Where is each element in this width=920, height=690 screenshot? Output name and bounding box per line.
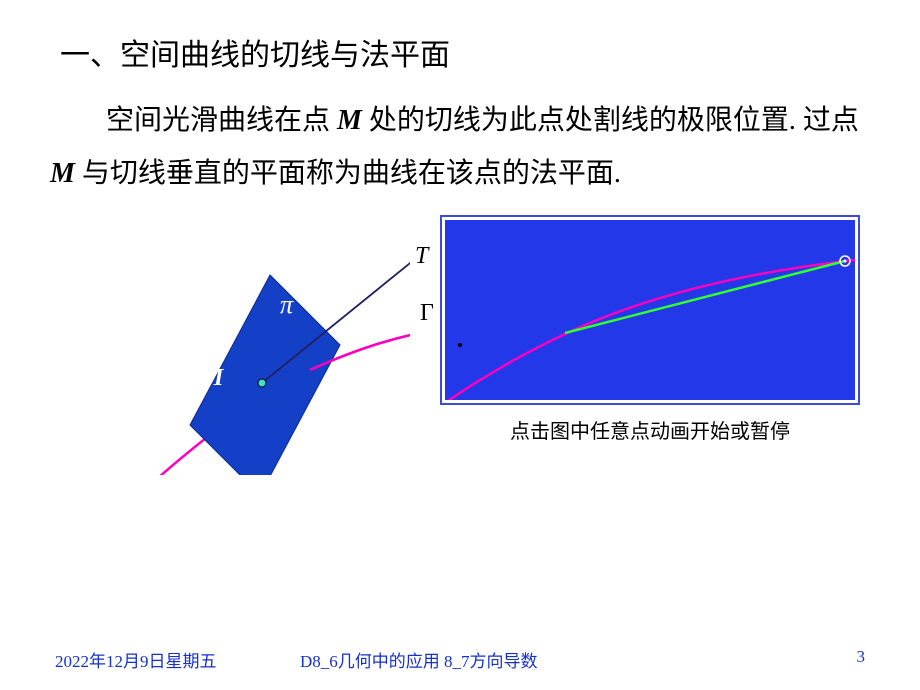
section-title: 一、空间曲线的切线与法平面 [60, 30, 870, 74]
footer-page: 3 [857, 647, 866, 667]
center-marker [458, 343, 462, 347]
anim-endpoint-inner [844, 260, 847, 263]
anim-caption: 点击图中任意点动画开始或暂停 [510, 415, 790, 444]
right-diagram-container: 点击图中任意点动画开始或暂停 [440, 215, 860, 444]
body-part1: 空间光滑曲线在点 [106, 105, 337, 136]
body-paragraph: 空间光滑曲线在点 M 处的切线为此点处割线的极限位置. 过点 M 与切线垂直的平… [50, 94, 870, 200]
label-gamma: Γ [420, 300, 434, 327]
point-m-1: M [337, 105, 362, 136]
point-m-2: M [50, 158, 75, 189]
label-m: M [202, 365, 223, 392]
footer-title: D8_6几何中的应用 8_7方向导数 [300, 647, 538, 672]
right-svg[interactable] [445, 220, 855, 400]
slide: 一、空间曲线的切线与法平面 空间光滑曲线在点 M 处的切线为此点处割线的极限位置… [0, 0, 920, 690]
body-part3: 与切线垂直的平面称为曲线在该点的法平面. [75, 158, 621, 189]
body-part2: 处的切线为此点处割线的极限位置. 过点 [362, 105, 859, 136]
right-diagram[interactable] [440, 215, 860, 405]
label-pi: π [280, 290, 293, 320]
point-m-marker [258, 379, 266, 387]
left-svg [90, 215, 410, 475]
footer-date: 2022年12月9日星期五 [55, 647, 217, 672]
footer: 2022年12月9日星期五 D8_6几何中的应用 8_7方向导数 3 [0, 647, 920, 672]
label-t: T [415, 243, 428, 270]
left-diagram: T π Γ M [90, 215, 410, 475]
